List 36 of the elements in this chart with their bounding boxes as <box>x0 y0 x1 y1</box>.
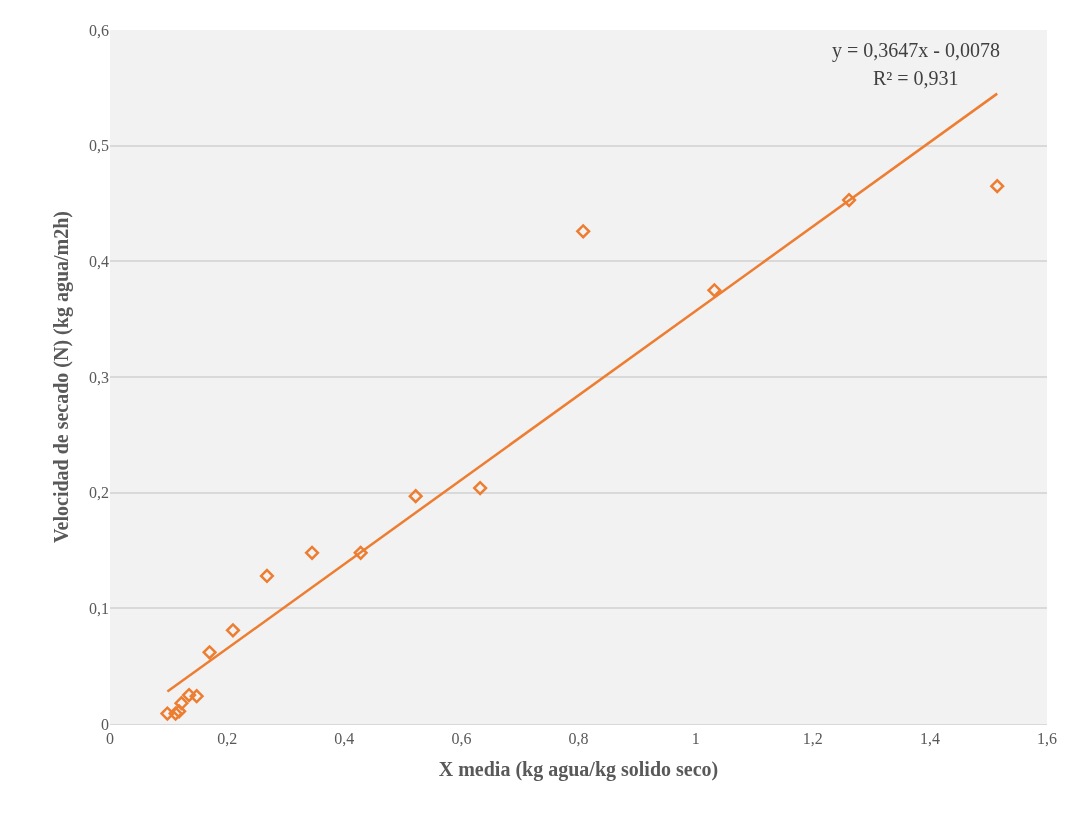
point <box>174 696 189 711</box>
x-tick-label: 0,8 <box>568 730 589 748</box>
y-axis-title: Velocidad de secado (N) (kg agua/m2h) <box>49 210 73 544</box>
y-tick-label: 0,6 <box>89 21 109 39</box>
point <box>707 283 722 298</box>
point <box>576 224 591 239</box>
y-tick-label: 0,5 <box>89 137 109 155</box>
point <box>841 192 857 208</box>
x-tick-label: 0,6 <box>451 730 472 748</box>
point <box>990 179 1005 194</box>
point <box>473 480 488 496</box>
point <box>172 704 187 719</box>
annotation: R² = 0,931 <box>873 67 959 89</box>
point <box>353 545 368 560</box>
point <box>202 645 217 660</box>
x-tick-label: 1,6 <box>1037 730 1057 748</box>
x-tick-label: 0,4 <box>334 730 355 748</box>
point <box>189 689 204 704</box>
x-tick-label: 0,2 <box>217 730 238 748</box>
annotation: y = 0,3647x - 0,0078 <box>832 39 1000 62</box>
point <box>168 706 183 721</box>
y-tick-label: 0,1 <box>89 599 109 617</box>
x-tick-label: 1,4 <box>919 730 940 748</box>
x-tick-label: 1,2 <box>802 730 823 748</box>
point <box>408 489 423 504</box>
x-axis-title: X media (kg agua/kg solido seco) <box>438 757 719 781</box>
point <box>181 687 197 703</box>
y-tick-label: 0,3 <box>89 368 109 386</box>
y-tick-label: 0,2 <box>89 484 109 502</box>
x-tick-label: 1 <box>691 730 700 748</box>
y-tick-label: 0 <box>101 715 109 733</box>
y-tick-label: 0,4 <box>89 252 109 270</box>
point <box>225 623 241 638</box>
point <box>304 545 320 560</box>
point <box>160 706 175 721</box>
point <box>259 568 275 584</box>
